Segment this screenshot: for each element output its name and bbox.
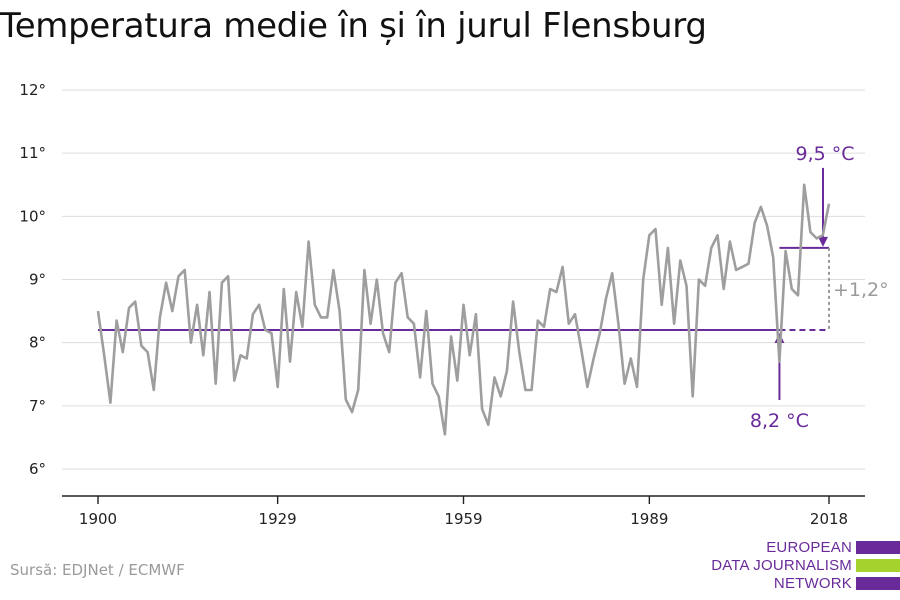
- logo-bar-purple-bottom: [856, 577, 900, 590]
- temperature-series-line: [96, 183, 831, 436]
- y-tick-label-6: 6°: [29, 460, 46, 478]
- x-tick-label-1929: 1929: [259, 510, 297, 528]
- difference-label: +1,2°: [833, 279, 889, 301]
- y-tick-label-8: 8°: [29, 334, 46, 352]
- recent-label: 9,5 °C: [795, 143, 854, 165]
- chart-title: Temperatura medie în și în jurul Flensbu…: [0, 6, 707, 46]
- annotation-lines: [98, 167, 830, 401]
- logo-bar-purple-top: [856, 541, 900, 554]
- x-tick-label-1959: 1959: [444, 510, 482, 528]
- y-tick-label-7: 7°: [29, 397, 46, 415]
- logo-line-2: DATA JOURNALISM: [711, 557, 852, 574]
- logo-bar-green: [856, 559, 900, 572]
- y-tick-label-9: 9°: [29, 271, 46, 289]
- annotation-labels: 8,2 °C 9,5 °C +1,2°: [750, 143, 889, 432]
- x-tick-label-1900: 1900: [79, 510, 117, 528]
- logo-line-1: EUROPEAN: [766, 539, 852, 556]
- baseline-label: 8,2 °C: [750, 410, 809, 432]
- y-tick-label-12: 12°: [19, 81, 46, 99]
- x-tick-label-1989: 1989: [630, 510, 668, 528]
- y-axis-ticks: 6° 7° 8° 9° 10° 11° 12°: [19, 81, 46, 478]
- logo-line-3: NETWORK: [773, 575, 852, 592]
- x-tick-label-2018: 2018: [810, 510, 848, 528]
- y-tick-label-10: 10°: [19, 207, 46, 225]
- source-note: Sursă: EDJNet / ECMWF: [10, 561, 185, 579]
- recent-arrow-head: [818, 236, 828, 247]
- edjnet-logo: EUROPEAN DATA JOURNALISM NETWORK: [700, 538, 900, 598]
- y-tick-label-11: 11°: [19, 144, 46, 162]
- x-axis-ticks: 1900 1929 1959 1989 2018: [79, 496, 848, 528]
- gridlines: [62, 89, 865, 470]
